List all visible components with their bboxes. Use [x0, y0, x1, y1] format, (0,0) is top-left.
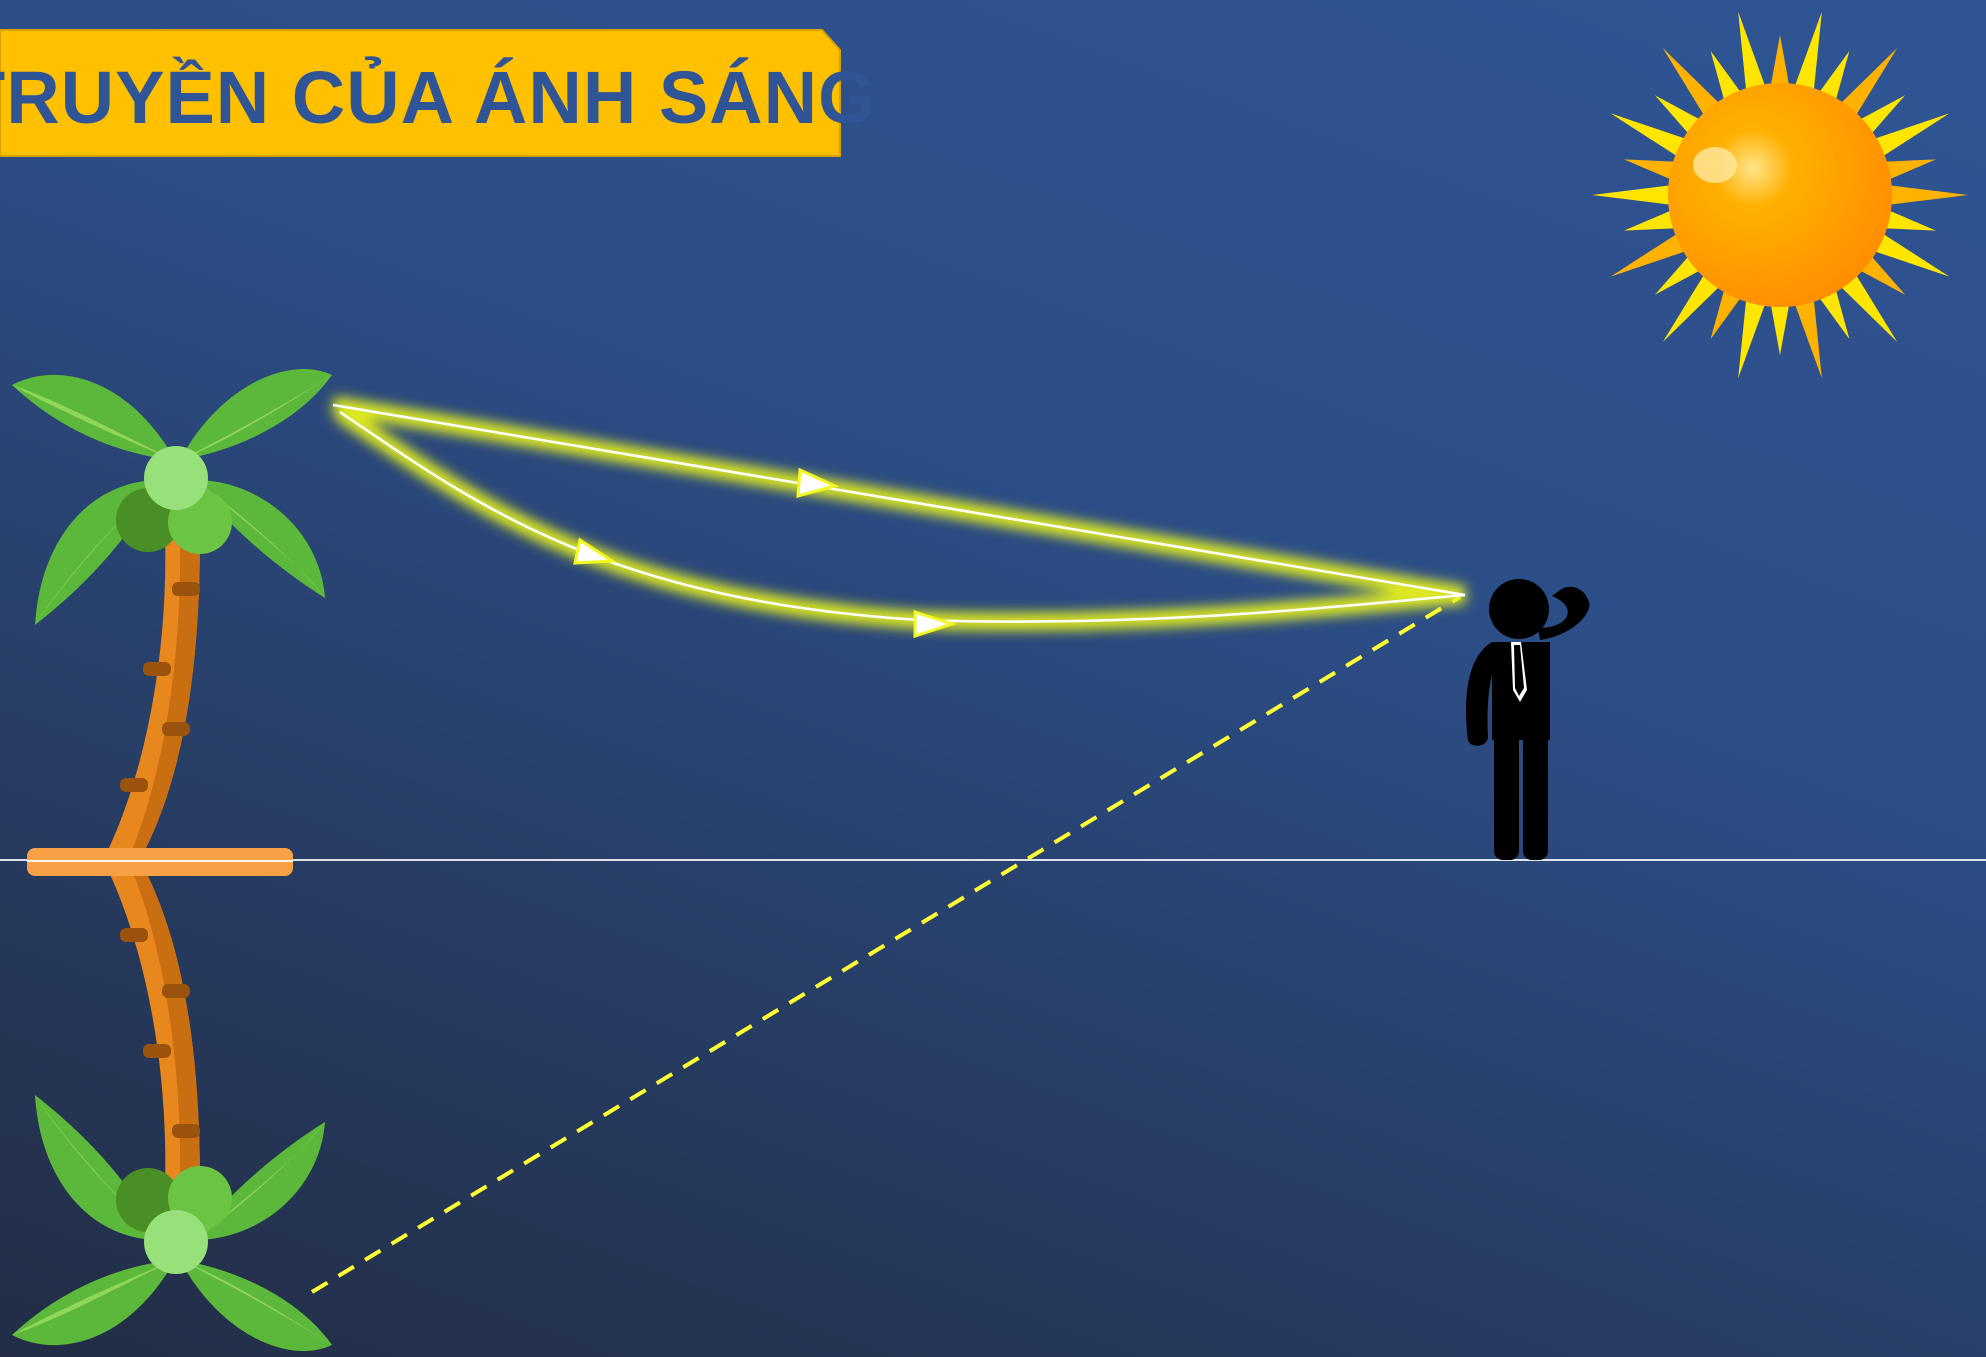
sun-ray: [1610, 113, 1696, 162]
sun-ray: [1864, 113, 1950, 162]
sun-ray: [1864, 228, 1950, 277]
palm-tree-reflection-icon: [12, 870, 332, 1352]
sun-ray: [1791, 11, 1822, 101]
sun-icon: [1592, 11, 1968, 379]
sun-ray: [1791, 289, 1822, 379]
sun-ray: [1738, 289, 1769, 379]
sun-ray: [1738, 11, 1769, 101]
sun-ray: [1769, 294, 1791, 355]
arrow-head-icon: [573, 467, 957, 639]
sun-ray: [1879, 184, 1968, 206]
sun-ray: [1662, 265, 1727, 342]
sun-ray: [1592, 184, 1681, 206]
title-banner: TRUYỀN CỦA ÁNH SÁNG: [0, 29, 877, 157]
straight-ray: [332, 403, 1466, 597]
virtual-ray-dashed: [310, 595, 1462, 1294]
palm-tree-icon: [12, 368, 332, 850]
light-rays: [331, 396, 1467, 639]
sun-ray: [1662, 48, 1727, 125]
sun-ray: [1610, 228, 1696, 277]
person-thinking-icon: [1466, 579, 1590, 860]
page-title: TRUYỀN CỦA ÁNH SÁNG: [0, 56, 877, 139]
sun-ray: [1833, 265, 1898, 342]
sun-ray: [1769, 35, 1791, 96]
sun-ray: [1833, 48, 1898, 125]
